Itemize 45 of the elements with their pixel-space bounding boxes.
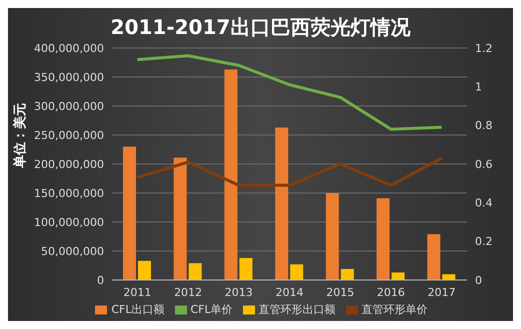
bar: [442, 274, 456, 280]
y-tick-label: 100,000,000: [34, 216, 104, 229]
bar: [224, 69, 238, 280]
bar: [340, 268, 354, 280]
bar: [392, 272, 405, 280]
bar: [427, 234, 440, 280]
y-tick-label: 200,000,000: [34, 158, 104, 171]
bar: [138, 260, 151, 280]
bar: [174, 158, 187, 280]
bar: [275, 127, 288, 280]
y2-tick-label: 0: [475, 274, 482, 287]
x-tick-label: 2017: [428, 286, 456, 299]
bar: [239, 258, 252, 280]
y-tick-label: 150,000,000: [34, 186, 104, 200]
y-tick-label: 300,000,000: [34, 100, 104, 113]
bar: [123, 146, 136, 280]
x-tick-label: 2011: [123, 286, 152, 299]
bar: [188, 263, 202, 280]
y-tick-label: 350,000,000: [34, 70, 104, 84]
y-tick-label: 0: [97, 274, 104, 287]
legend-label: CFL单价: [190, 303, 233, 316]
bar: [326, 193, 339, 280]
y-tick-label: 400,000,000: [34, 42, 104, 55]
y2-tick-label: 0.6: [475, 158, 492, 171]
y2-tick-label: 0.8: [475, 119, 492, 132]
bar: [376, 198, 390, 280]
line-series: [136, 156, 444, 187]
y-tick-label: 50,000,000: [41, 244, 104, 258]
chart-title: 2011-2017出口巴西荧光灯情况: [110, 14, 412, 41]
x-tick-label: 2012: [174, 286, 202, 299]
y2-tick-label: 0.4: [475, 196, 492, 210]
y2-tick-label: 1.2: [475, 42, 492, 55]
legend-label: 直管环形单价: [362, 303, 428, 316]
legend-label: 直管环形出口额: [258, 303, 336, 316]
y2-tick-label: 1: [475, 80, 482, 94]
line-series: [136, 54, 444, 131]
x-tick-label: 2016: [376, 286, 405, 299]
bar: [290, 264, 304, 280]
x-tick-label: 2015: [326, 286, 354, 299]
x-tick-label: 2014: [276, 286, 304, 299]
y-axis-title: 单位：美元: [12, 103, 29, 168]
y2-tick-label: 0.2: [475, 235, 492, 248]
y-tick-label: 250,000,000: [34, 128, 104, 142]
x-tick-label: 2013: [224, 286, 253, 299]
legend-label: CFL出口额: [111, 303, 164, 316]
